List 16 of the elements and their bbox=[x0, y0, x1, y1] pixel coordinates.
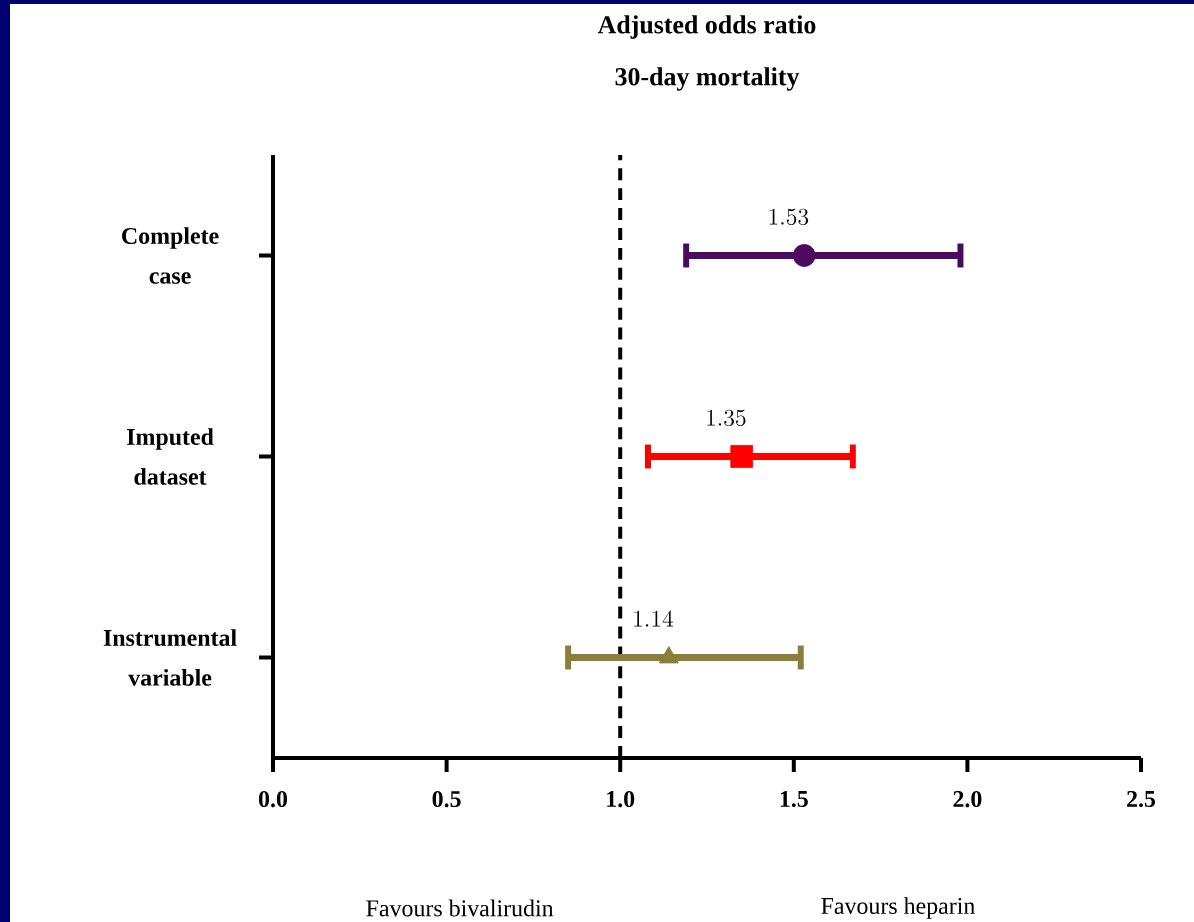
x-tick-label: 0.0 bbox=[258, 790, 288, 808]
data-label: 1 . 14 bbox=[634, 610, 674, 627]
y-tick-label: Instrumental variable bbox=[103, 629, 237, 686]
x-tick-label: 1.0 bbox=[607, 790, 635, 808]
y-tick-label: Imputed dataset bbox=[127, 428, 214, 485]
x-tick-label: 2.5 bbox=[1127, 790, 1156, 808]
data-label: 1 .35 bbox=[707, 409, 746, 427]
x-tick-label: 0.5 bbox=[432, 790, 461, 808]
y-tick-label: Complete case bbox=[122, 227, 219, 284]
x-tick-label: 1.5 bbox=[780, 790, 808, 808]
text: Favours heparin bbox=[821, 897, 975, 919]
x-tick-label: 2.0 bbox=[953, 790, 982, 808]
data-label: 1 .53 bbox=[769, 208, 809, 226]
chart-title: Adjusted odds ratio bbox=[597, 15, 816, 39]
chart-subtitle: 30-day mortality bbox=[615, 67, 800, 91]
text: Favours bivalirudin bbox=[366, 899, 554, 917]
